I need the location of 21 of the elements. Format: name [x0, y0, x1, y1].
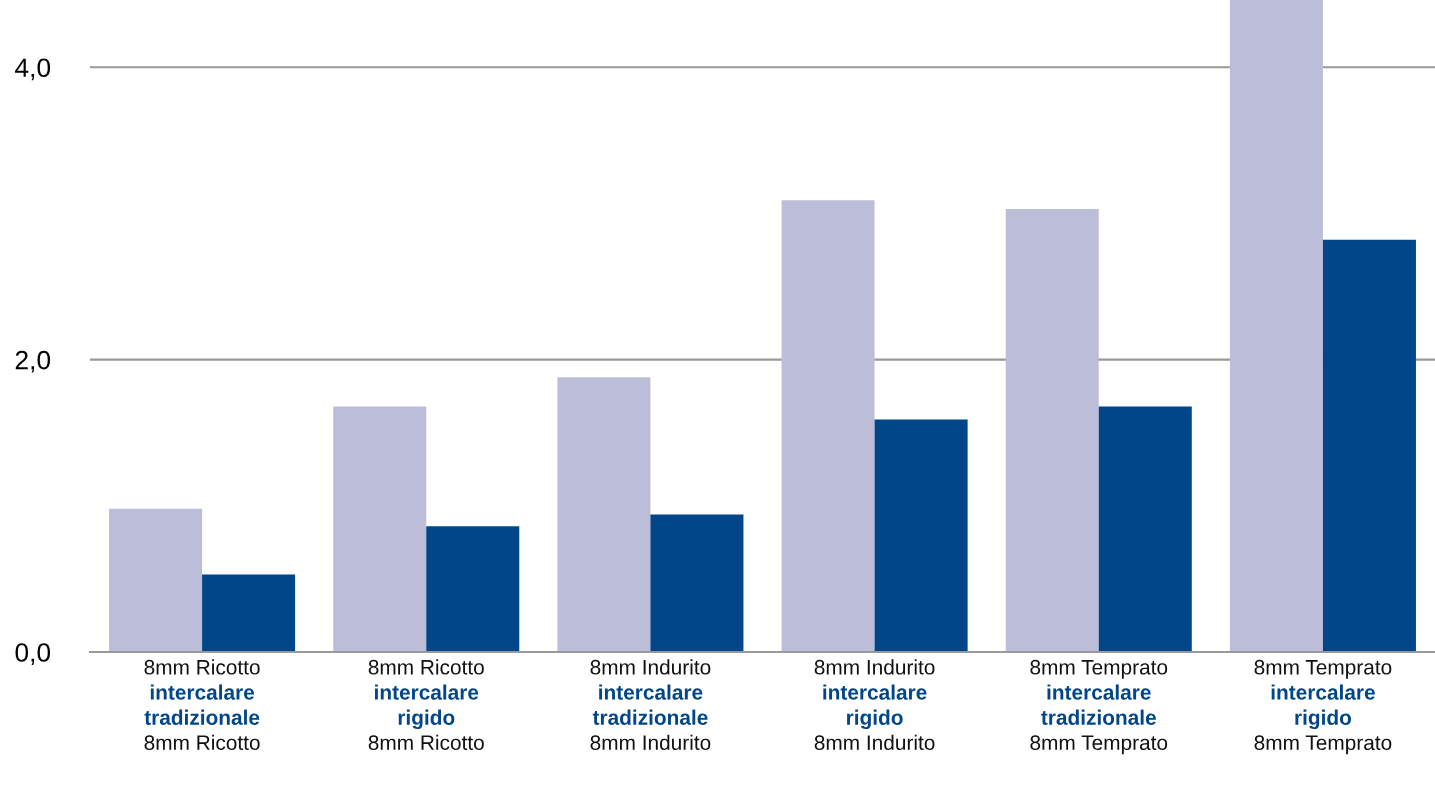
bar — [426, 526, 520, 652]
bar — [1098, 406, 1192, 652]
x-tick-label: 8mm Indurito intercalare tradizionale 8mm Indurito — [590, 659, 711, 751]
y-tick-label: 0,0 — [15, 643, 51, 665]
x-tick-label: 8mm Ricotto intercalare rigido 8mm Ricotto — [368, 659, 484, 751]
bar — [874, 419, 968, 652]
bar — [333, 406, 427, 652]
x-tick-label: 8mm Indurito intercalare rigido 8mm Indurito — [814, 659, 935, 751]
x-tick-label: 8mm Temprato intercalare tradizionale 8mm Temprato — [1030, 659, 1168, 755]
bar — [202, 574, 296, 652]
y-tick-label: 4,0 — [15, 58, 51, 81]
bar — [1322, 239, 1416, 652]
x-tick-label: 8mm Ricotto intercalare tradizionale 8mm Ricotto — [144, 659, 260, 751]
bar — [781, 200, 875, 652]
x-tick-label: 8mm Temprato intercalare rigido 8mm Temprato — [1254, 659, 1392, 755]
bar — [557, 377, 651, 652]
bar — [650, 514, 744, 652]
bar — [109, 508, 203, 652]
bar — [1229, 0, 1323, 652]
bar — [1005, 209, 1099, 652]
y-tick-label: 2,0 — [15, 350, 51, 373]
